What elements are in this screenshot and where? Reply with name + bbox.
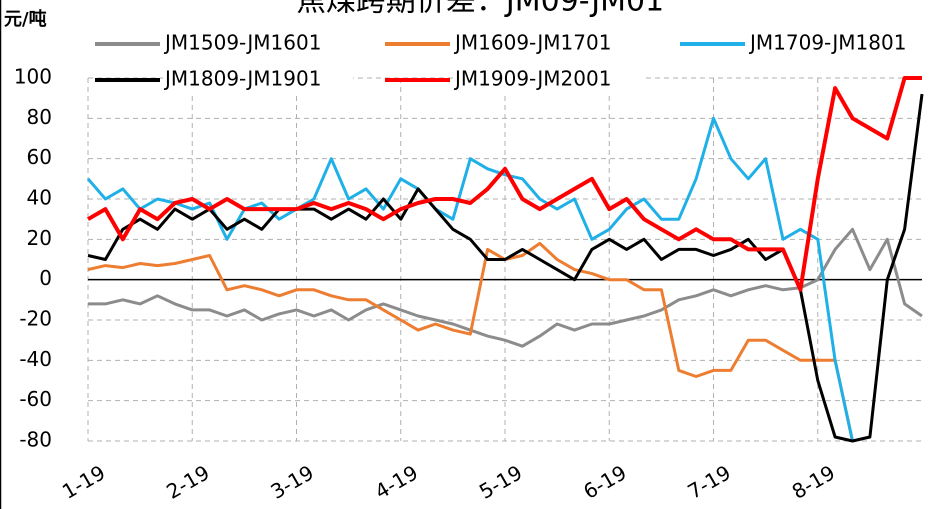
chart-title: 焦煤跨期价差：JM09-JM01	[296, 0, 664, 19]
y-tick-label: -20	[19, 307, 52, 331]
x-tick-label: 7-19	[683, 460, 734, 503]
y-tick-label: 60	[27, 145, 52, 169]
legend-bg	[453, 68, 643, 92]
y-tick-label: -80	[19, 428, 52, 452]
y-tick-label: -60	[19, 387, 52, 411]
series-line	[87, 241, 854, 442]
legend-label: JM1809-JM1901	[163, 67, 321, 91]
x-tick-label: 4-19	[371, 460, 422, 503]
y-tick-label: 0	[39, 266, 52, 290]
legend-bg	[453, 32, 643, 56]
y-tick-label: 80	[27, 105, 52, 129]
legend-bg	[163, 68, 353, 92]
y-tick-label: 100	[14, 65, 52, 89]
x-tick-label: 2-19	[162, 460, 213, 503]
x-tick-label: 1-19	[58, 460, 109, 503]
y-axis-label: 元/吨	[4, 8, 47, 30]
y-tick-label: 20	[27, 226, 52, 250]
legend-bg	[748, 32, 938, 56]
legend-label: JM1909-JM2001	[453, 67, 611, 91]
x-tick-label: 3-19	[266, 460, 317, 503]
x-tick-label: 6-19	[579, 460, 630, 503]
series-line	[86, 76, 922, 292]
legend-label: JM1709-JM1801	[748, 31, 906, 55]
legend-label: JM1509-JM1601	[163, 31, 321, 55]
y-tick-label: 40	[27, 186, 52, 210]
series-line	[88, 227, 923, 348]
legend-bg	[163, 32, 353, 56]
legend-label: JM1609-JM1701	[453, 31, 611, 55]
x-tick-label: 8-19	[788, 460, 839, 503]
x-tick-label: 5-19	[475, 460, 526, 503]
y-tick-label: -40	[19, 347, 52, 371]
